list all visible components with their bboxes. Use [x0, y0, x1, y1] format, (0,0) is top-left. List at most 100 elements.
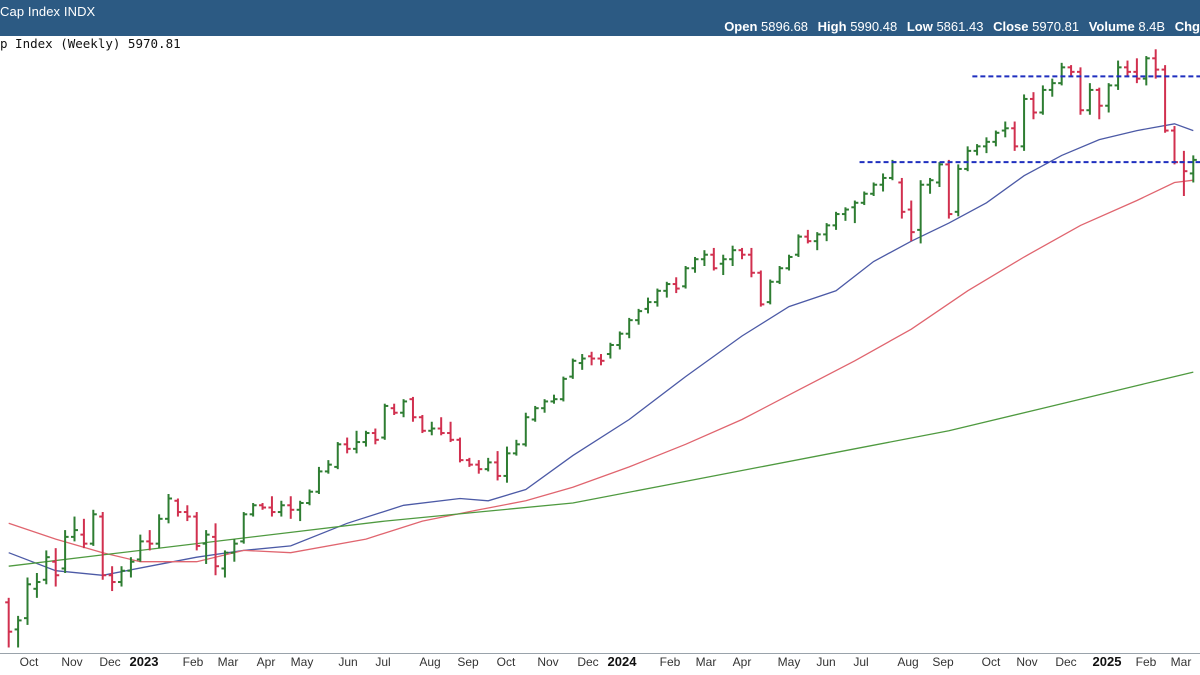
x-tick-label: Apr — [257, 655, 276, 669]
x-tick-label: Jul — [375, 655, 390, 669]
ohlc-bar — [1095, 87, 1103, 120]
ohlc-bar — [5, 597, 13, 648]
ohlc-bar — [512, 439, 520, 456]
ohlc-bar — [973, 144, 981, 156]
ohlc-bar — [1067, 65, 1075, 77]
ohlc-bar — [89, 509, 97, 546]
ohlc-bar — [954, 164, 962, 217]
ohlc-bar — [136, 534, 144, 562]
x-tick-label: Dec — [1055, 655, 1076, 669]
ohlc-bar — [794, 234, 802, 257]
ohlc-bar — [1086, 83, 1094, 115]
ohlc-bar — [362, 430, 370, 447]
ohlc-bar — [644, 297, 652, 314]
ohlc-bar — [606, 342, 614, 359]
x-tick-label: Nov — [537, 655, 558, 669]
ohlc-bar — [343, 437, 351, 454]
ohlc-bar — [240, 512, 248, 544]
ohlc-bar — [418, 414, 426, 434]
ohlc-bar — [14, 615, 22, 648]
volume-label: Volume — [1088, 19, 1135, 34]
ohlc-bar — [616, 331, 624, 350]
volume-value: 8.4B — [1138, 19, 1166, 34]
ohlc-bar — [409, 396, 417, 422]
ohlc-bar — [1123, 60, 1131, 77]
ohlc-bar — [729, 245, 737, 266]
ohlc-bar — [870, 182, 878, 197]
ohlc-bar — [230, 539, 238, 562]
low-value: 5861.43 — [936, 19, 984, 34]
ohlc-bar — [52, 548, 60, 587]
ohlc-bar — [1105, 83, 1113, 113]
ohlc-bar — [456, 437, 464, 463]
x-tick-label: Apr — [733, 655, 752, 669]
x-tick-label: Oct — [20, 655, 39, 669]
ohlc-bar — [1114, 60, 1122, 90]
ohlc-bar — [531, 405, 539, 422]
ohlc-bar — [24, 577, 32, 625]
ohlc-bar — [324, 460, 332, 474]
ohlc-bar — [296, 500, 304, 522]
x-tick-label: Jun — [338, 655, 357, 669]
x-tick-label: Oct — [982, 655, 1001, 669]
ohlc-bar — [437, 417, 445, 436]
ohlc-bar — [625, 317, 633, 339]
high-value: 5990.48 — [850, 19, 898, 34]
open-value: 5896.68 — [761, 19, 809, 34]
ohlc-bar — [183, 505, 191, 522]
ohlc-bar — [682, 265, 690, 289]
ohlc-bar — [1020, 94, 1028, 151]
ohlc-bar — [766, 279, 774, 305]
x-tick-label: Mar — [1171, 655, 1192, 669]
ohlc-bar — [155, 514, 163, 549]
ma_mid-line — [8, 179, 1194, 563]
ohlc-bar — [898, 177, 906, 219]
x-tick-label: 2024 — [608, 654, 638, 669]
ohlc-bar — [221, 550, 229, 578]
ohlc-bar — [813, 232, 821, 251]
ohlc-bar — [747, 247, 755, 278]
ohlc-bar — [879, 173, 887, 192]
ohlc-bar — [108, 566, 116, 592]
ohlc-bar — [559, 376, 567, 402]
ohlc-bar — [428, 421, 436, 436]
x-tick-label: Oct — [497, 655, 516, 669]
chart-title: Cap Index INDX — [0, 4, 96, 19]
ohlc-bar — [484, 457, 492, 472]
ohlc-bar — [287, 496, 295, 519]
ohlc-bar — [381, 403, 389, 440]
ohlc-bar — [832, 211, 840, 230]
ohlc-bar — [1152, 49, 1160, 79]
x-tick-label: Aug — [419, 655, 440, 669]
ohlc-bar — [1133, 58, 1141, 84]
ohlc-bar — [390, 403, 398, 415]
ohlc-bar — [1011, 121, 1019, 151]
ohlc-bar — [757, 270, 765, 307]
ohlc-bar — [259, 503, 267, 510]
chg-label: Chg — [1174, 19, 1200, 34]
ohlc-bar — [851, 200, 859, 224]
x-tick-label: Sep — [932, 655, 954, 669]
ohlc-bar — [1039, 85, 1047, 115]
ohlc-bar — [776, 265, 784, 285]
x-tick-label: Nov — [61, 655, 82, 669]
x-tick-label: Nov — [1016, 655, 1037, 669]
x-tick-label: May — [291, 655, 314, 669]
ohlc-bar — [80, 518, 88, 549]
x-tick-label: Feb — [183, 655, 204, 669]
ohlc-bar — [212, 523, 220, 576]
ohlc-bar — [334, 442, 342, 470]
ohlc-bar — [1170, 126, 1178, 165]
ohlc-bar — [738, 247, 746, 260]
ohlc-bar — [61, 530, 69, 573]
ohlc-bar — [268, 496, 276, 517]
x-tick-label: May — [778, 655, 801, 669]
x-tick-label: Feb — [660, 655, 681, 669]
ohlc-bar — [277, 500, 285, 517]
ohlc-bar — [1142, 56, 1150, 86]
ohlc-bar — [578, 354, 586, 370]
ohlc-bar — [371, 428, 379, 445]
ohlc-bar — [202, 530, 210, 564]
ohlc-bar — [1180, 150, 1188, 197]
